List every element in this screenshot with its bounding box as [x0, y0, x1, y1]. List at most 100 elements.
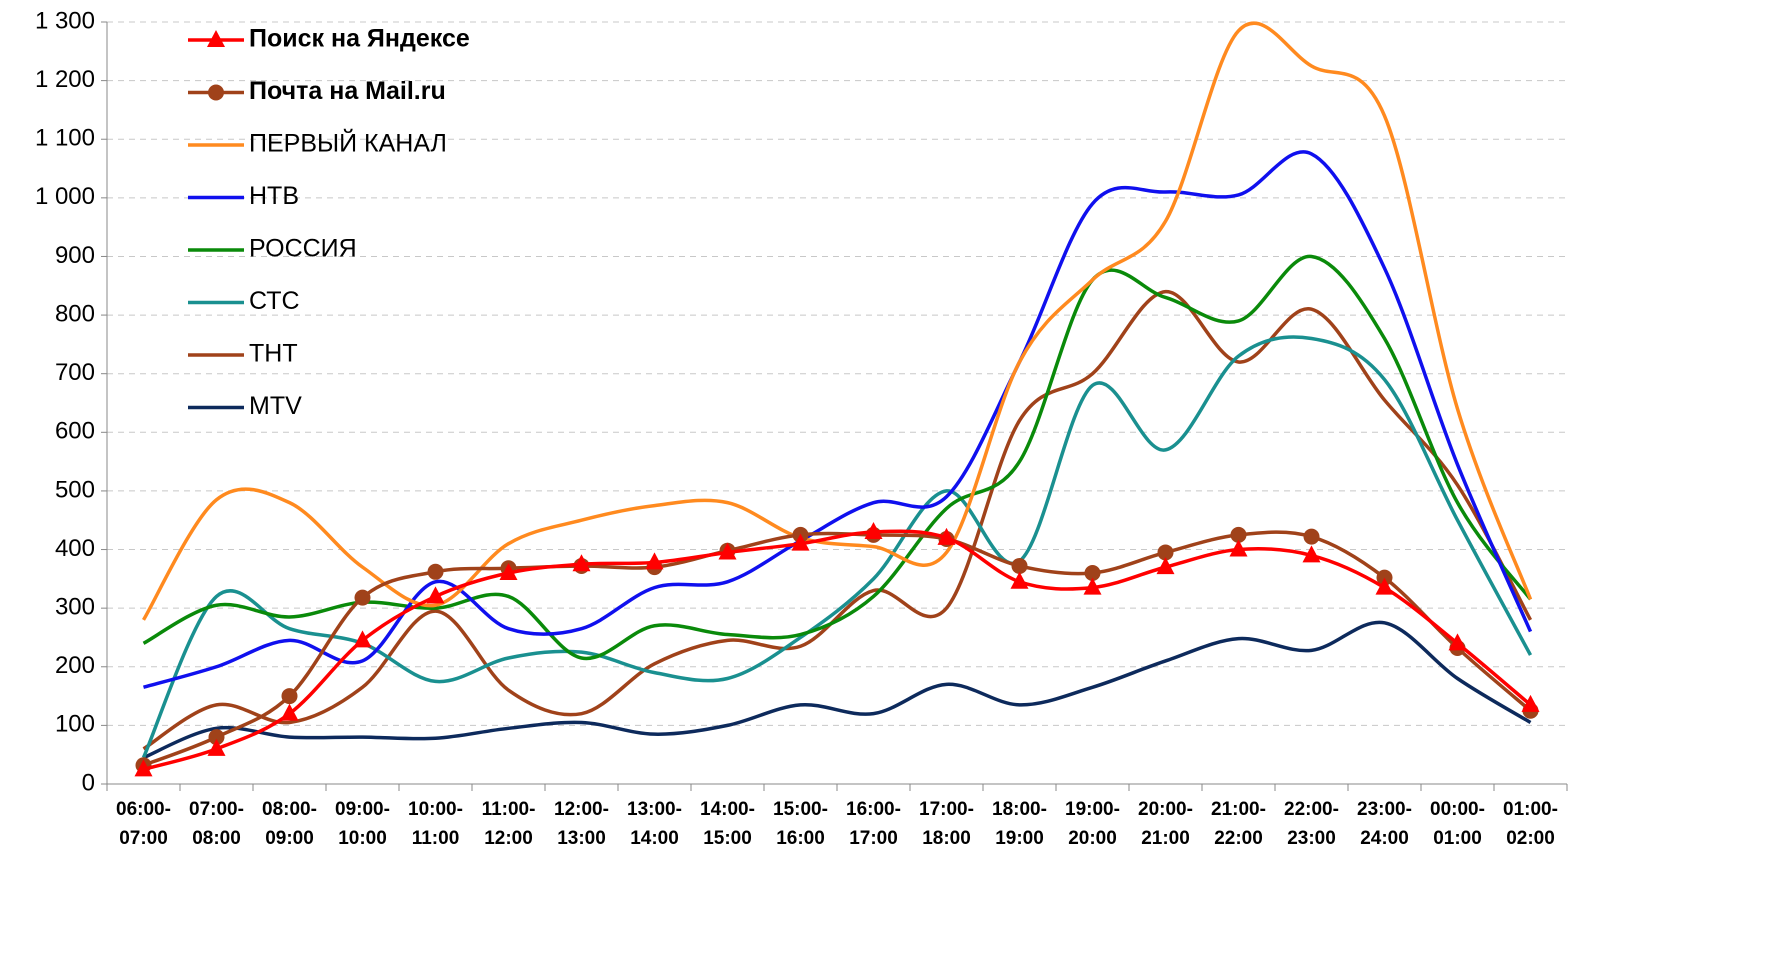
y-tick-label: 700 [55, 359, 95, 386]
x-tick-label: 02:00 [1506, 828, 1555, 849]
marker [207, 30, 225, 47]
marker [791, 533, 810, 551]
x-tick-label: 20:00- [1138, 799, 1193, 820]
marker [1302, 545, 1321, 563]
series [134, 521, 1540, 777]
x-tick-label: 22:00 [1214, 828, 1263, 849]
marker [354, 589, 371, 606]
x-tick-label: 08:00- [262, 799, 317, 820]
line [142, 254, 1532, 661]
marker [1010, 571, 1029, 589]
legend-label: СТС [249, 287, 300, 315]
marker [499, 562, 518, 580]
x-tick-label: 11:00 [412, 828, 460, 849]
y-tick-label: 400 [55, 535, 95, 562]
x-tick-label: 07:00 [119, 828, 168, 849]
x-tick-label: 16:00- [846, 799, 901, 820]
legend-label: Поиск на Яндексе [249, 25, 470, 53]
y-tick-label: 500 [55, 476, 95, 503]
marker [281, 688, 298, 705]
x-tick-label: 19:00 [995, 828, 1044, 849]
marker [937, 527, 956, 545]
legend-label: Почта на Mail.ru [249, 77, 446, 105]
x-tick-label: 23:00 [1287, 828, 1336, 849]
marker [718, 542, 737, 560]
line [142, 21, 1533, 621]
x-tick-label: 06:00- [116, 799, 171, 820]
x-tick-label: 12:00 [484, 828, 533, 849]
x-tick-label: 15:00- [773, 799, 828, 820]
y-tick-label: 0 [82, 769, 95, 796]
x-tick-label: 21:00 [1141, 828, 1190, 849]
x-tick-label: 09:00 [265, 828, 314, 849]
x-tick-label: 12:00- [554, 799, 609, 820]
y-tick-label: 1 000 [35, 183, 95, 210]
x-tick-label: 10:00 [338, 828, 387, 849]
marker [353, 630, 372, 648]
line [143, 529, 1532, 772]
x-tick-label: 18:00- [992, 799, 1047, 820]
y-tick-label: 1 300 [35, 7, 95, 34]
legend-label: ПЕРВЫЙ КАНАЛ [249, 128, 447, 158]
x-tick-label: 21:00- [1211, 799, 1266, 820]
marker [572, 554, 591, 572]
marker [1521, 694, 1540, 712]
series [143, 150, 1533, 689]
line [142, 620, 1532, 760]
x-tick-label: 24:00 [1360, 828, 1409, 849]
marker [427, 563, 444, 580]
x-tick-label: 14:00- [700, 799, 755, 820]
series [142, 21, 1533, 621]
x-tick-label: 07:00- [189, 799, 244, 820]
marker [1157, 544, 1174, 561]
x-tick-label: 17:00 [849, 828, 898, 849]
marker [208, 84, 224, 101]
x-tick-label: 20:00 [1068, 828, 1117, 849]
marker [1084, 564, 1101, 581]
marker [280, 703, 299, 721]
series [142, 620, 1532, 760]
line [143, 150, 1533, 689]
x-tick-label: 19:00- [1065, 799, 1120, 820]
x-tick-label: 17:00- [919, 799, 974, 820]
marker [864, 521, 883, 539]
x-tick-label: 01:00 [1433, 828, 1482, 849]
marker [1375, 577, 1394, 595]
marker [1156, 557, 1175, 575]
x-tick-label: 10:00- [408, 799, 463, 820]
legend-label: MTV [249, 392, 302, 420]
series [142, 254, 1532, 661]
legend-label: РОССИЯ [249, 235, 357, 263]
legend-label: ТНТ [249, 340, 298, 368]
marker [208, 729, 225, 746]
y-tick-label: 1 200 [35, 66, 95, 93]
y-tick-label: 300 [55, 593, 95, 620]
x-tick-label: 18:00 [922, 828, 971, 849]
y-tick-label: 200 [55, 652, 95, 679]
y-tick-label: 1 100 [35, 125, 95, 152]
y-tick-label: 100 [55, 711, 95, 738]
x-tick-label: 01:00- [1503, 799, 1558, 820]
x-tick-label: 15:00 [703, 828, 752, 849]
marker [1229, 539, 1248, 557]
x-tick-label: 00:00- [1430, 799, 1485, 820]
x-tick-label: 13:00- [627, 799, 682, 820]
y-tick-label: 900 [55, 242, 95, 269]
x-tick-label: 14:00 [630, 828, 679, 849]
marker [1303, 528, 1320, 545]
x-tick-label: 23:00- [1357, 799, 1412, 820]
x-tick-label: 22:00- [1284, 799, 1339, 820]
marker [645, 552, 664, 570]
marker [426, 586, 445, 604]
marker [134, 759, 153, 777]
x-tick-label: 08:00 [192, 828, 241, 849]
x-tick-label: 16:00 [776, 828, 825, 849]
marker [1011, 557, 1028, 574]
legend-label: НТВ [249, 182, 299, 210]
marker [1448, 633, 1467, 651]
marker [1230, 526, 1247, 543]
x-tick-label: 13:00 [557, 828, 606, 849]
marker [207, 738, 226, 756]
x-tick-label: 11:00- [482, 799, 536, 820]
